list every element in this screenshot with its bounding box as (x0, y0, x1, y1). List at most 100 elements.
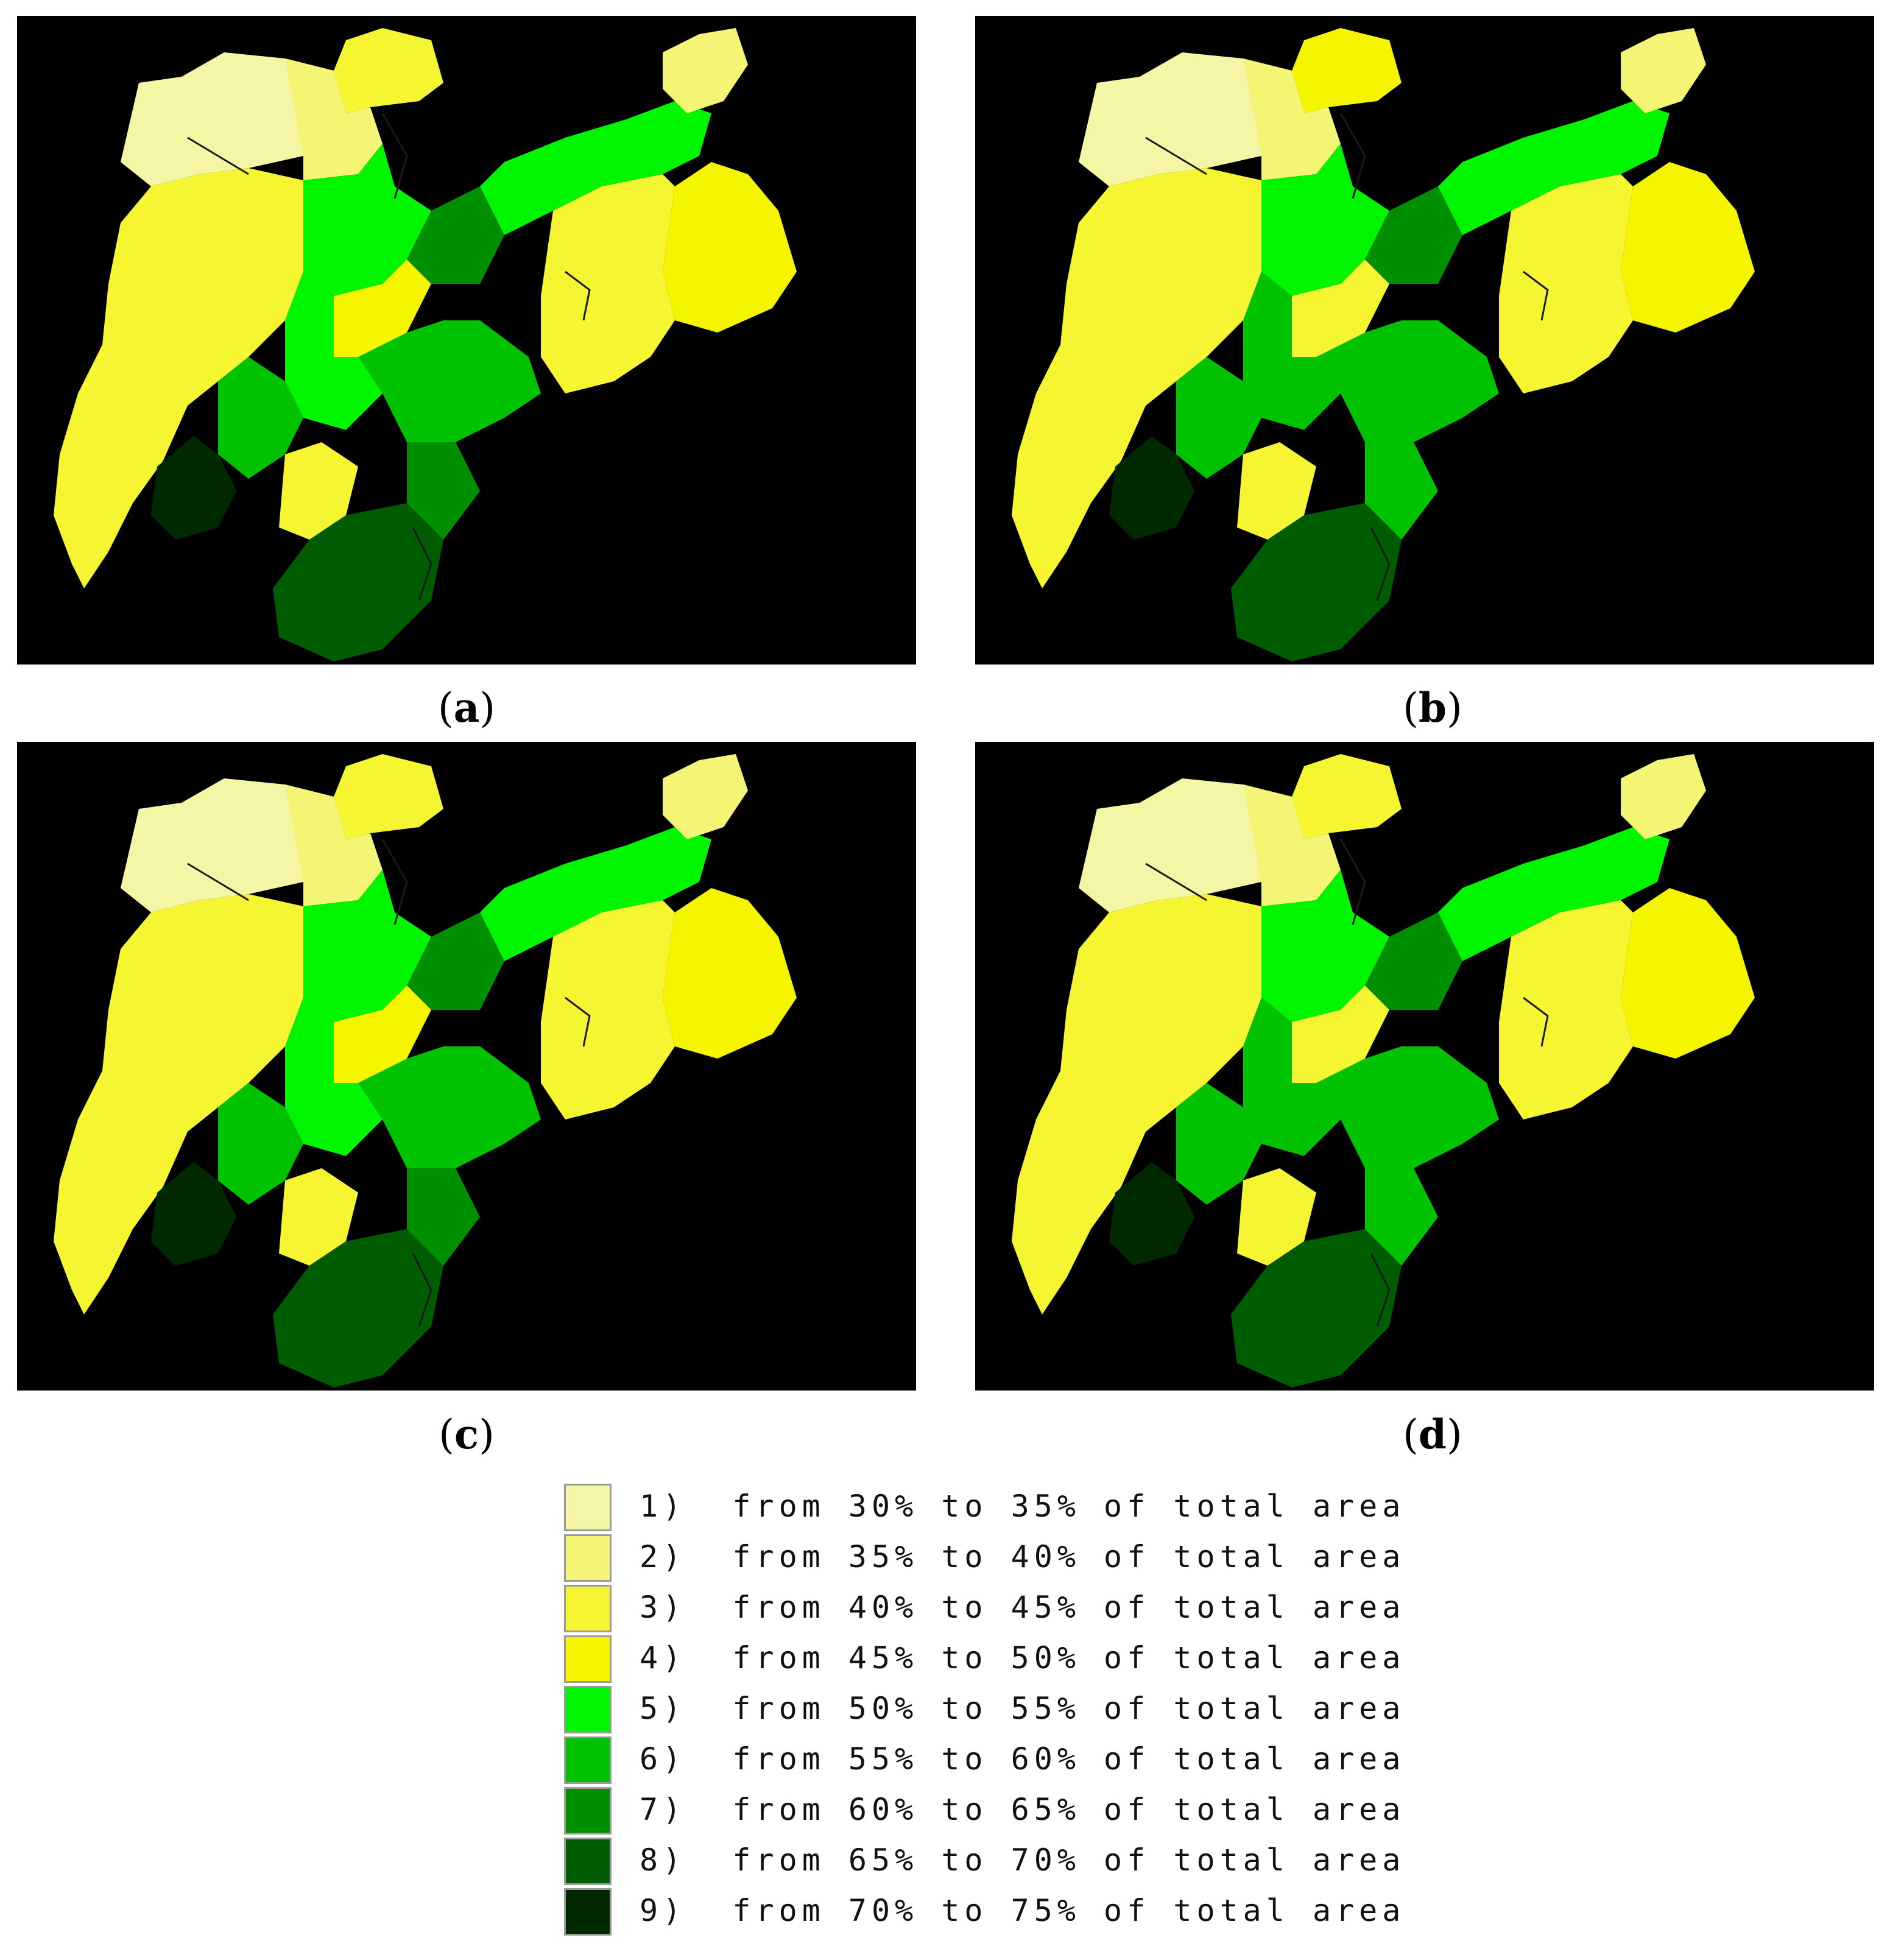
d-zone-dark-center (1365, 912, 1462, 1010)
d-zone-north-strip (1243, 784, 1341, 906)
d-zone-center-green (1261, 870, 1389, 1022)
d-zone-northwest (1079, 778, 1304, 912)
a-zone-northwest (121, 52, 346, 186)
caption-d: (d) (1403, 1411, 1462, 1458)
a-zone-north-strip (285, 58, 383, 180)
c-river-trace-2 (381, 839, 408, 925)
legend-swatch-7 (564, 1787, 612, 1835)
b-zone-south-lime (1237, 442, 1316, 540)
d-zone-southwest-dark (1109, 1162, 1194, 1266)
c-zone-east-yellow (663, 888, 797, 1059)
legend-swatch-2 (564, 1534, 612, 1582)
legend-label-6: 6) from 55% to 60% of total area (640, 1741, 1406, 1777)
legend-swatch-9 (564, 1888, 612, 1936)
c-zone-south-lime (279, 1168, 358, 1266)
a-zone-south-lime (279, 442, 358, 540)
b-zone-southeast-yellow (1499, 174, 1633, 393)
map-c (54, 754, 797, 1387)
legend-label-5: 5) from 50% to 55% of total area (640, 1691, 1406, 1726)
a-zone-south-stem (407, 442, 480, 540)
c-zone-center-south (285, 998, 383, 1156)
legend-label-4: 4) from 45% to 50% of total area (640, 1640, 1406, 1676)
b-zone-north-strip (1243, 58, 1341, 180)
a-zone-west (54, 168, 303, 588)
d-river-trace-4 (1523, 996, 1549, 1047)
legend-item-7: 7) from 60% to 65% of total area (564, 1786, 1400, 1836)
a-river-trace-2 (381, 113, 408, 199)
legend-swatch-5 (564, 1686, 612, 1733)
caption-a: (a) (437, 684, 496, 731)
map-panel-a (17, 16, 916, 664)
b-zone-northwest (1079, 52, 1304, 186)
legend-item-2: 2) from 35% to 40% of total area (564, 1533, 1400, 1584)
legend-swatch-1 (564, 1484, 612, 1531)
b-zone-center-green (1261, 144, 1389, 296)
b-zone-southwest-green (1176, 357, 1261, 479)
caption-b-label: b (1418, 684, 1447, 731)
b-zone-far-ne (1621, 28, 1706, 113)
c-zone-southwest-dark (151, 1162, 236, 1266)
legend: 1) from 30% to 35% of total area 2) from… (564, 1482, 1400, 1937)
b-zone-center-south (1243, 272, 1341, 430)
b-river-trace-2 (1339, 113, 1366, 199)
d-zone-east-green (1438, 827, 1670, 961)
a-zone-east-green (480, 101, 711, 235)
c-zone-center-green (303, 870, 431, 1022)
c-zone-south-forest (273, 1229, 443, 1387)
legend-label-7: 7) from 60% to 65% of total area (640, 1792, 1406, 1827)
map-a (54, 28, 797, 661)
d-river-trace-2 (1339, 839, 1366, 925)
a-zone-south-forest (273, 503, 443, 661)
d-zone-southeast-yellow (1499, 900, 1633, 1119)
c-zone-southwest-green (218, 1083, 303, 1205)
b-zone-south-stem (1365, 442, 1438, 540)
d-zone-east-yellow (1621, 888, 1755, 1059)
legend-swatch-8 (564, 1838, 612, 1885)
legend-swatch-3 (564, 1585, 612, 1632)
b-zone-east-yellow (1621, 162, 1755, 333)
d-zone-south-forest (1231, 1229, 1402, 1387)
legend-label-1: 1) from 30% to 35% of total area (640, 1489, 1406, 1524)
c-zone-south-stem (407, 1168, 480, 1266)
b-river-trace-4 (1523, 270, 1549, 321)
a-river-trace-3 (412, 527, 432, 601)
d-zone-southwest-green (1176, 1083, 1261, 1205)
legend-item-3: 3) from 40% to 45% of total area (564, 1584, 1400, 1634)
d-river-trace-3 (1370, 1253, 1391, 1327)
legend-label-3: 3) from 40% to 45% of total area (640, 1590, 1406, 1625)
a-zone-far-ne (663, 28, 748, 113)
b-zone-east-green (1438, 101, 1670, 235)
c-zone-southeast-yellow (541, 900, 675, 1119)
d-zone-south-lime (1237, 1168, 1316, 1266)
b-zone-dark-center (1365, 186, 1462, 284)
a-zone-southwest-dark (151, 436, 236, 540)
d-river-trace-1 (1145, 862, 1207, 901)
c-zone-north-strip (285, 784, 383, 906)
caption-b: (b) (1403, 684, 1462, 731)
c-zone-east-green (480, 827, 711, 961)
map-panel-c (17, 742, 916, 1391)
d-zone-north-center (1292, 754, 1402, 839)
c-river-trace-1 (187, 862, 249, 901)
map-panel-b (975, 16, 1874, 664)
caption-d-label: d (1418, 1411, 1447, 1458)
a-zone-east-yellow (663, 162, 797, 333)
legend-item-4: 4) from 45% to 50% of total area (564, 1634, 1400, 1685)
caption-a-label: a (453, 684, 480, 731)
map-panel-d (975, 742, 1874, 1391)
caption-c: (c) (439, 1411, 495, 1458)
c-zone-west (54, 894, 303, 1314)
c-river-trace-3 (412, 1253, 432, 1327)
legend-label-2: 2) from 35% to 40% of total area (640, 1539, 1406, 1574)
b-zone-north-center (1292, 28, 1402, 113)
a-zone-dark-center (407, 186, 504, 284)
a-zone-north-center (334, 28, 443, 113)
c-zone-northwest (121, 778, 346, 912)
c-zone-far-ne (663, 754, 748, 839)
a-river-trace-1 (187, 136, 249, 175)
b-river-trace-3 (1370, 527, 1391, 601)
c-zone-dark-center (407, 912, 504, 1010)
d-zone-south-stem (1365, 1168, 1438, 1266)
d-zone-far-ne (1621, 754, 1706, 839)
a-zone-southwest-green (218, 357, 303, 479)
